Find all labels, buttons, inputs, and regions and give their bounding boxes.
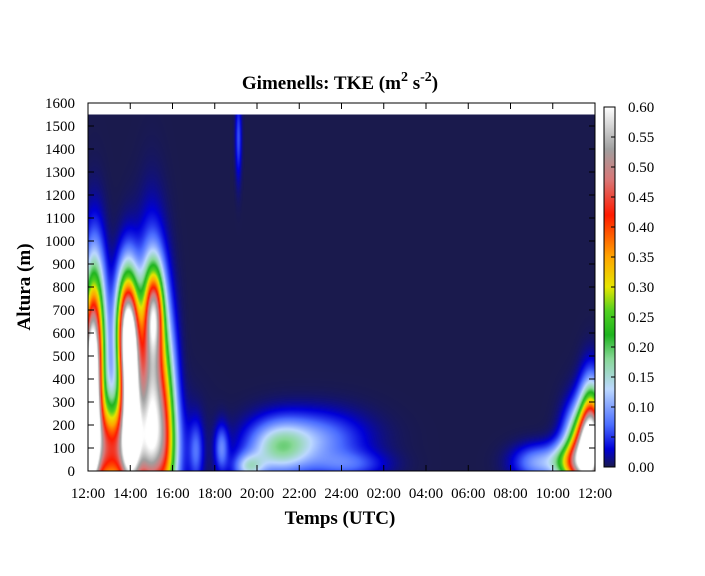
colorbar-tick-label: 0.30 <box>628 280 654 296</box>
x-tick-label: 08:00 <box>493 486 527 502</box>
x-tick-label: 18:00 <box>198 486 232 502</box>
y-tick-label: 1000 <box>45 234 75 250</box>
y-tick-label: 1200 <box>45 188 75 204</box>
heatmap-field <box>88 114 595 471</box>
colorbar-tick-label: 0.35 <box>628 250 654 266</box>
y-tick-label: 1100 <box>46 211 75 227</box>
y-tick-label: 0 <box>68 464 76 480</box>
x-tick-label: 20:00 <box>240 486 274 502</box>
colorbar-tick-label: 0.05 <box>628 430 654 446</box>
y-tick-label: 1500 <box>45 119 75 135</box>
x-tick-label: 16:00 <box>155 486 189 502</box>
x-tick-label: 04:00 <box>409 486 443 502</box>
colorbar-tick-label: 0.25 <box>628 310 654 326</box>
y-tick-label: 200 <box>53 418 76 434</box>
colorbar: 0.00 0.05 0.10 0.15 0.20 0.25 0.30 0.35 0.40 0.45… <box>603 100 654 476</box>
colorbar-tick-label: 0.50 <box>628 160 654 176</box>
x-tick-label: 14:00 <box>113 486 147 502</box>
y-tick-label: 800 <box>53 280 76 296</box>
chart-title: Gimenells: TKE (m2 s-2) <box>242 70 438 94</box>
x-tick-label: 12:00 <box>578 486 612 502</box>
colorbar-tick-label: 0.55 <box>628 130 654 146</box>
x-tick-label: 22:00 <box>282 486 316 502</box>
colorbar-tick-label: 0.40 <box>628 220 654 236</box>
colorbar-tick-label: 0.15 <box>628 370 654 386</box>
x-axis: 12:00 14:00 16:00 18:00 20:00 22:00 24:00 02:00… <box>71 103 612 502</box>
colorbar-tick-label: 0.00 <box>628 460 654 476</box>
y-axis: 0 100 200 300 400 500 600 700 800 900 1000 1100 1200… <box>45 96 595 480</box>
y-tick-label: 300 <box>53 395 76 411</box>
x-tick-label: 24:00 <box>324 486 358 502</box>
y-tick-label: 500 <box>53 349 76 365</box>
x-tick-label: 06:00 <box>451 486 485 502</box>
y-axis-label: Altura (m) <box>14 243 35 330</box>
colorbar-tick-label: 0.45 <box>628 190 654 206</box>
colorbar-tick-label: 0.10 <box>628 400 654 416</box>
x-axis-label: Temps (UTC) <box>285 508 396 529</box>
y-tick-label: 600 <box>53 326 76 342</box>
y-tick-label: 700 <box>53 303 76 319</box>
x-tick-label: 12:00 <box>71 486 105 502</box>
y-tick-label: 400 <box>53 372 76 388</box>
y-tick-label: 1400 <box>45 142 75 158</box>
y-tick-label: 1300 <box>45 165 75 181</box>
colorbar-tick-label: 0.20 <box>628 340 654 356</box>
y-tick-label: 900 <box>53 257 76 273</box>
y-tick-label: 1600 <box>45 96 75 112</box>
y-tick-label: 100 <box>53 441 76 457</box>
x-tick-label: 02:00 <box>367 486 401 502</box>
colorbar-tick-label: 0.60 <box>628 100 654 116</box>
x-tick-label: 10:00 <box>536 486 570 502</box>
plot-area <box>87 102 596 472</box>
